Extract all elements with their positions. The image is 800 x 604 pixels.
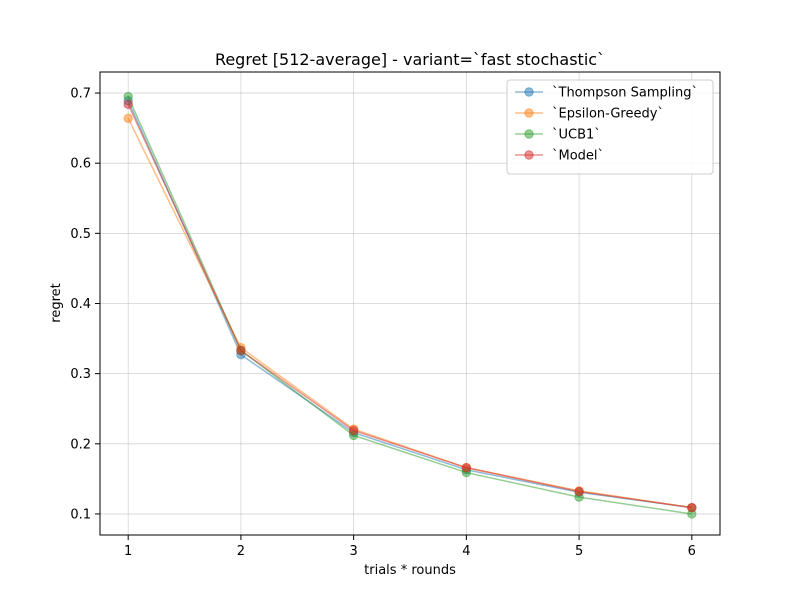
y-axis-ticks: 0.1 0.2 0.3 0.4 0.5 0.6 0.7: [70, 87, 100, 522]
data-point: [123, 91, 133, 102]
x-tick-label: 3: [349, 544, 357, 559]
legend-entry: `Model`: [515, 149, 604, 164]
legend-label: `UCB1`: [552, 128, 601, 143]
series-4: [123, 99, 697, 513]
y-tick-label: 0.6: [70, 157, 91, 172]
data-point: [348, 425, 359, 436]
x-tick-label: 5: [575, 544, 583, 559]
y-tick-label: 0.3: [70, 367, 91, 382]
series-lines: [123, 91, 697, 519]
legend-entry: `Thompson Sampling`: [515, 86, 698, 101]
legend-label: `Model`: [552, 149, 604, 164]
legend-swatch-marker: [524, 108, 534, 118]
x-tick-label: 2: [237, 544, 245, 559]
y-tick-label: 0.2: [70, 437, 91, 452]
y-tick-label: 0.7: [70, 87, 91, 102]
chart-title: Regret [512-average] - variant=`fast sto…: [215, 50, 605, 69]
y-tick-label: 0.4: [70, 297, 91, 312]
x-tick-label: 1: [124, 544, 132, 559]
legend-label: `Thompson Sampling`: [552, 86, 698, 101]
legend-swatch-marker: [524, 150, 534, 160]
legend-swatch-marker: [524, 87, 534, 97]
legend-label: `Epsilon-Greedy`: [552, 107, 664, 122]
data-point: [123, 99, 133, 109]
y-tick-label: 0.1: [70, 507, 91, 522]
data-point: [687, 502, 697, 513]
data-point: [461, 462, 472, 473]
y-tick-label: 0.5: [70, 227, 91, 242]
legend-entry: `UCB1`: [515, 128, 601, 143]
x-tick-label: 4: [462, 544, 470, 559]
x-tick-label: 6: [688, 544, 696, 559]
y-axis-label: regret: [49, 283, 64, 322]
x-axis-label: trials * rounds: [364, 563, 456, 578]
data-point: [236, 345, 246, 356]
grid-lines: [100, 72, 720, 535]
data-point: [123, 113, 133, 124]
x-axis-ticks: 1 2 3 4 5 6: [124, 535, 696, 559]
data-point: [574, 486, 584, 497]
legend-box: [506, 79, 714, 175]
legend-swatch-marker: [524, 129, 534, 139]
legend-entry: `Epsilon-Greedy`: [515, 107, 664, 122]
series-line: [127, 103, 692, 509]
legend: `Thompson Sampling` `Epsilon-Greedy` `UCB1…: [506, 79, 714, 175]
